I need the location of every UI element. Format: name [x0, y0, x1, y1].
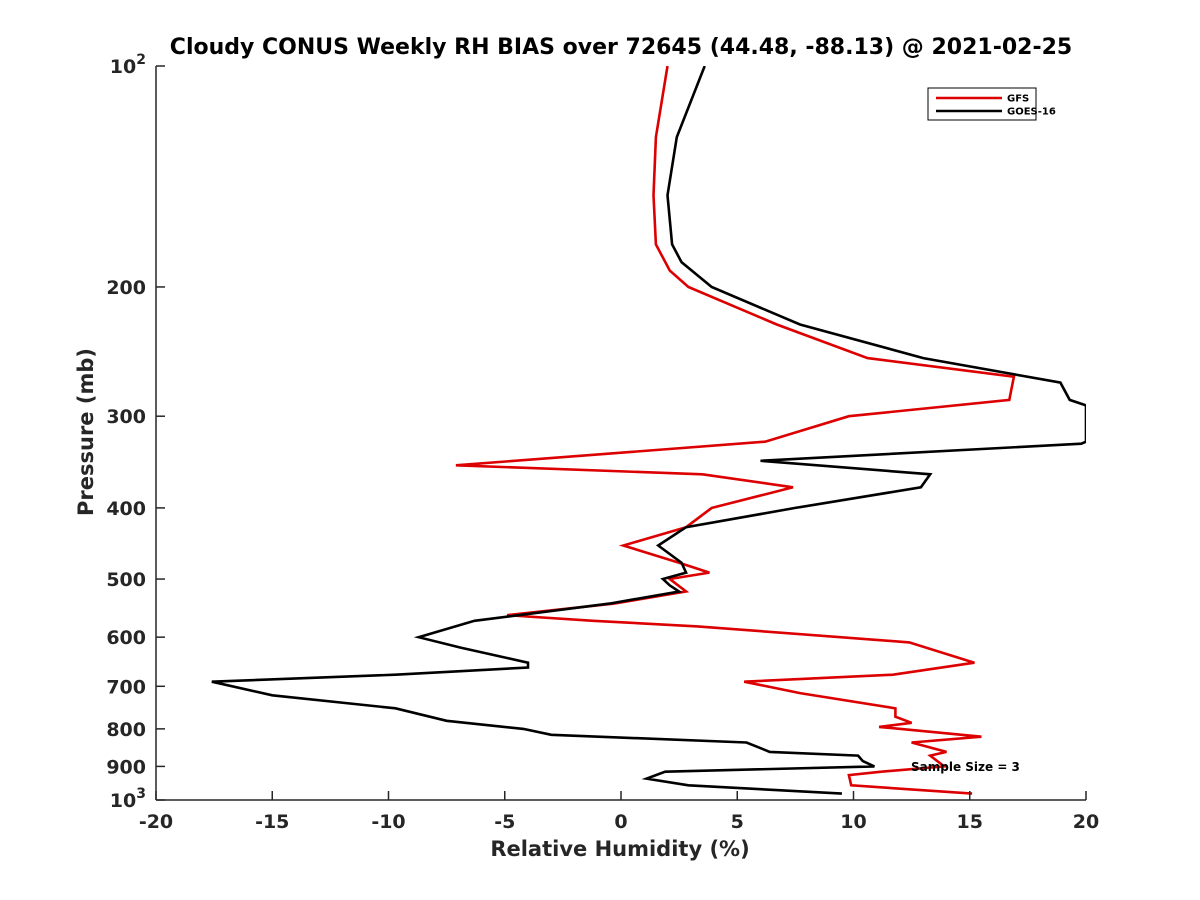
x-tick-label: -5	[494, 811, 515, 833]
y-tick-label: 700	[106, 676, 146, 698]
axes: -20 -15 -10 -5 0 5 10 15 20 102 200 300 400 500 600 700…	[106, 52, 1099, 833]
y-tick-label: 102	[110, 52, 146, 78]
legend: GFS GOES-16	[927, 87, 1056, 121]
y-tick-label: 800	[106, 719, 146, 741]
y-tick-label: 900	[106, 756, 146, 778]
x-tick-label: 20	[1073, 811, 1099, 833]
x-tick-label: 5	[731, 811, 744, 833]
x-tick-label: -15	[255, 811, 289, 833]
x-tick-label: -20	[139, 811, 173, 833]
x-tick-label: 0	[614, 811, 627, 833]
series-line-goes-16	[211, 66, 1086, 795]
y-tick-label: 300	[106, 406, 146, 428]
series-group	[211, 66, 1086, 795]
x-tick-label: 10	[840, 811, 866, 833]
y-tick-label: 103	[110, 786, 146, 812]
y-tick-label: 400	[106, 498, 146, 520]
chart-title: Cloudy CONUS Weekly RH BIAS over 72645 (…	[170, 35, 1072, 60]
plot-background	[156, 66, 1086, 800]
legend-box	[927, 87, 1037, 121]
y-axis-label: Pressure (mb)	[74, 348, 98, 516]
y-tick-label: 600	[106, 627, 146, 649]
y-tick-label: 200	[106, 277, 146, 299]
y-tick-label: 500	[106, 569, 146, 591]
plot-area	[156, 66, 1086, 800]
x-tick-label: 15	[957, 811, 983, 833]
x-axis-label: Relative Humidity (%)	[490, 837, 749, 861]
x-tick-label: -10	[371, 811, 405, 833]
legend-label-gfs: GFS	[1007, 94, 1029, 105]
sample-size-annotation: Sample Size = 3	[911, 760, 1020, 774]
legend-label-goes-16: GOES-16	[1007, 107, 1056, 118]
